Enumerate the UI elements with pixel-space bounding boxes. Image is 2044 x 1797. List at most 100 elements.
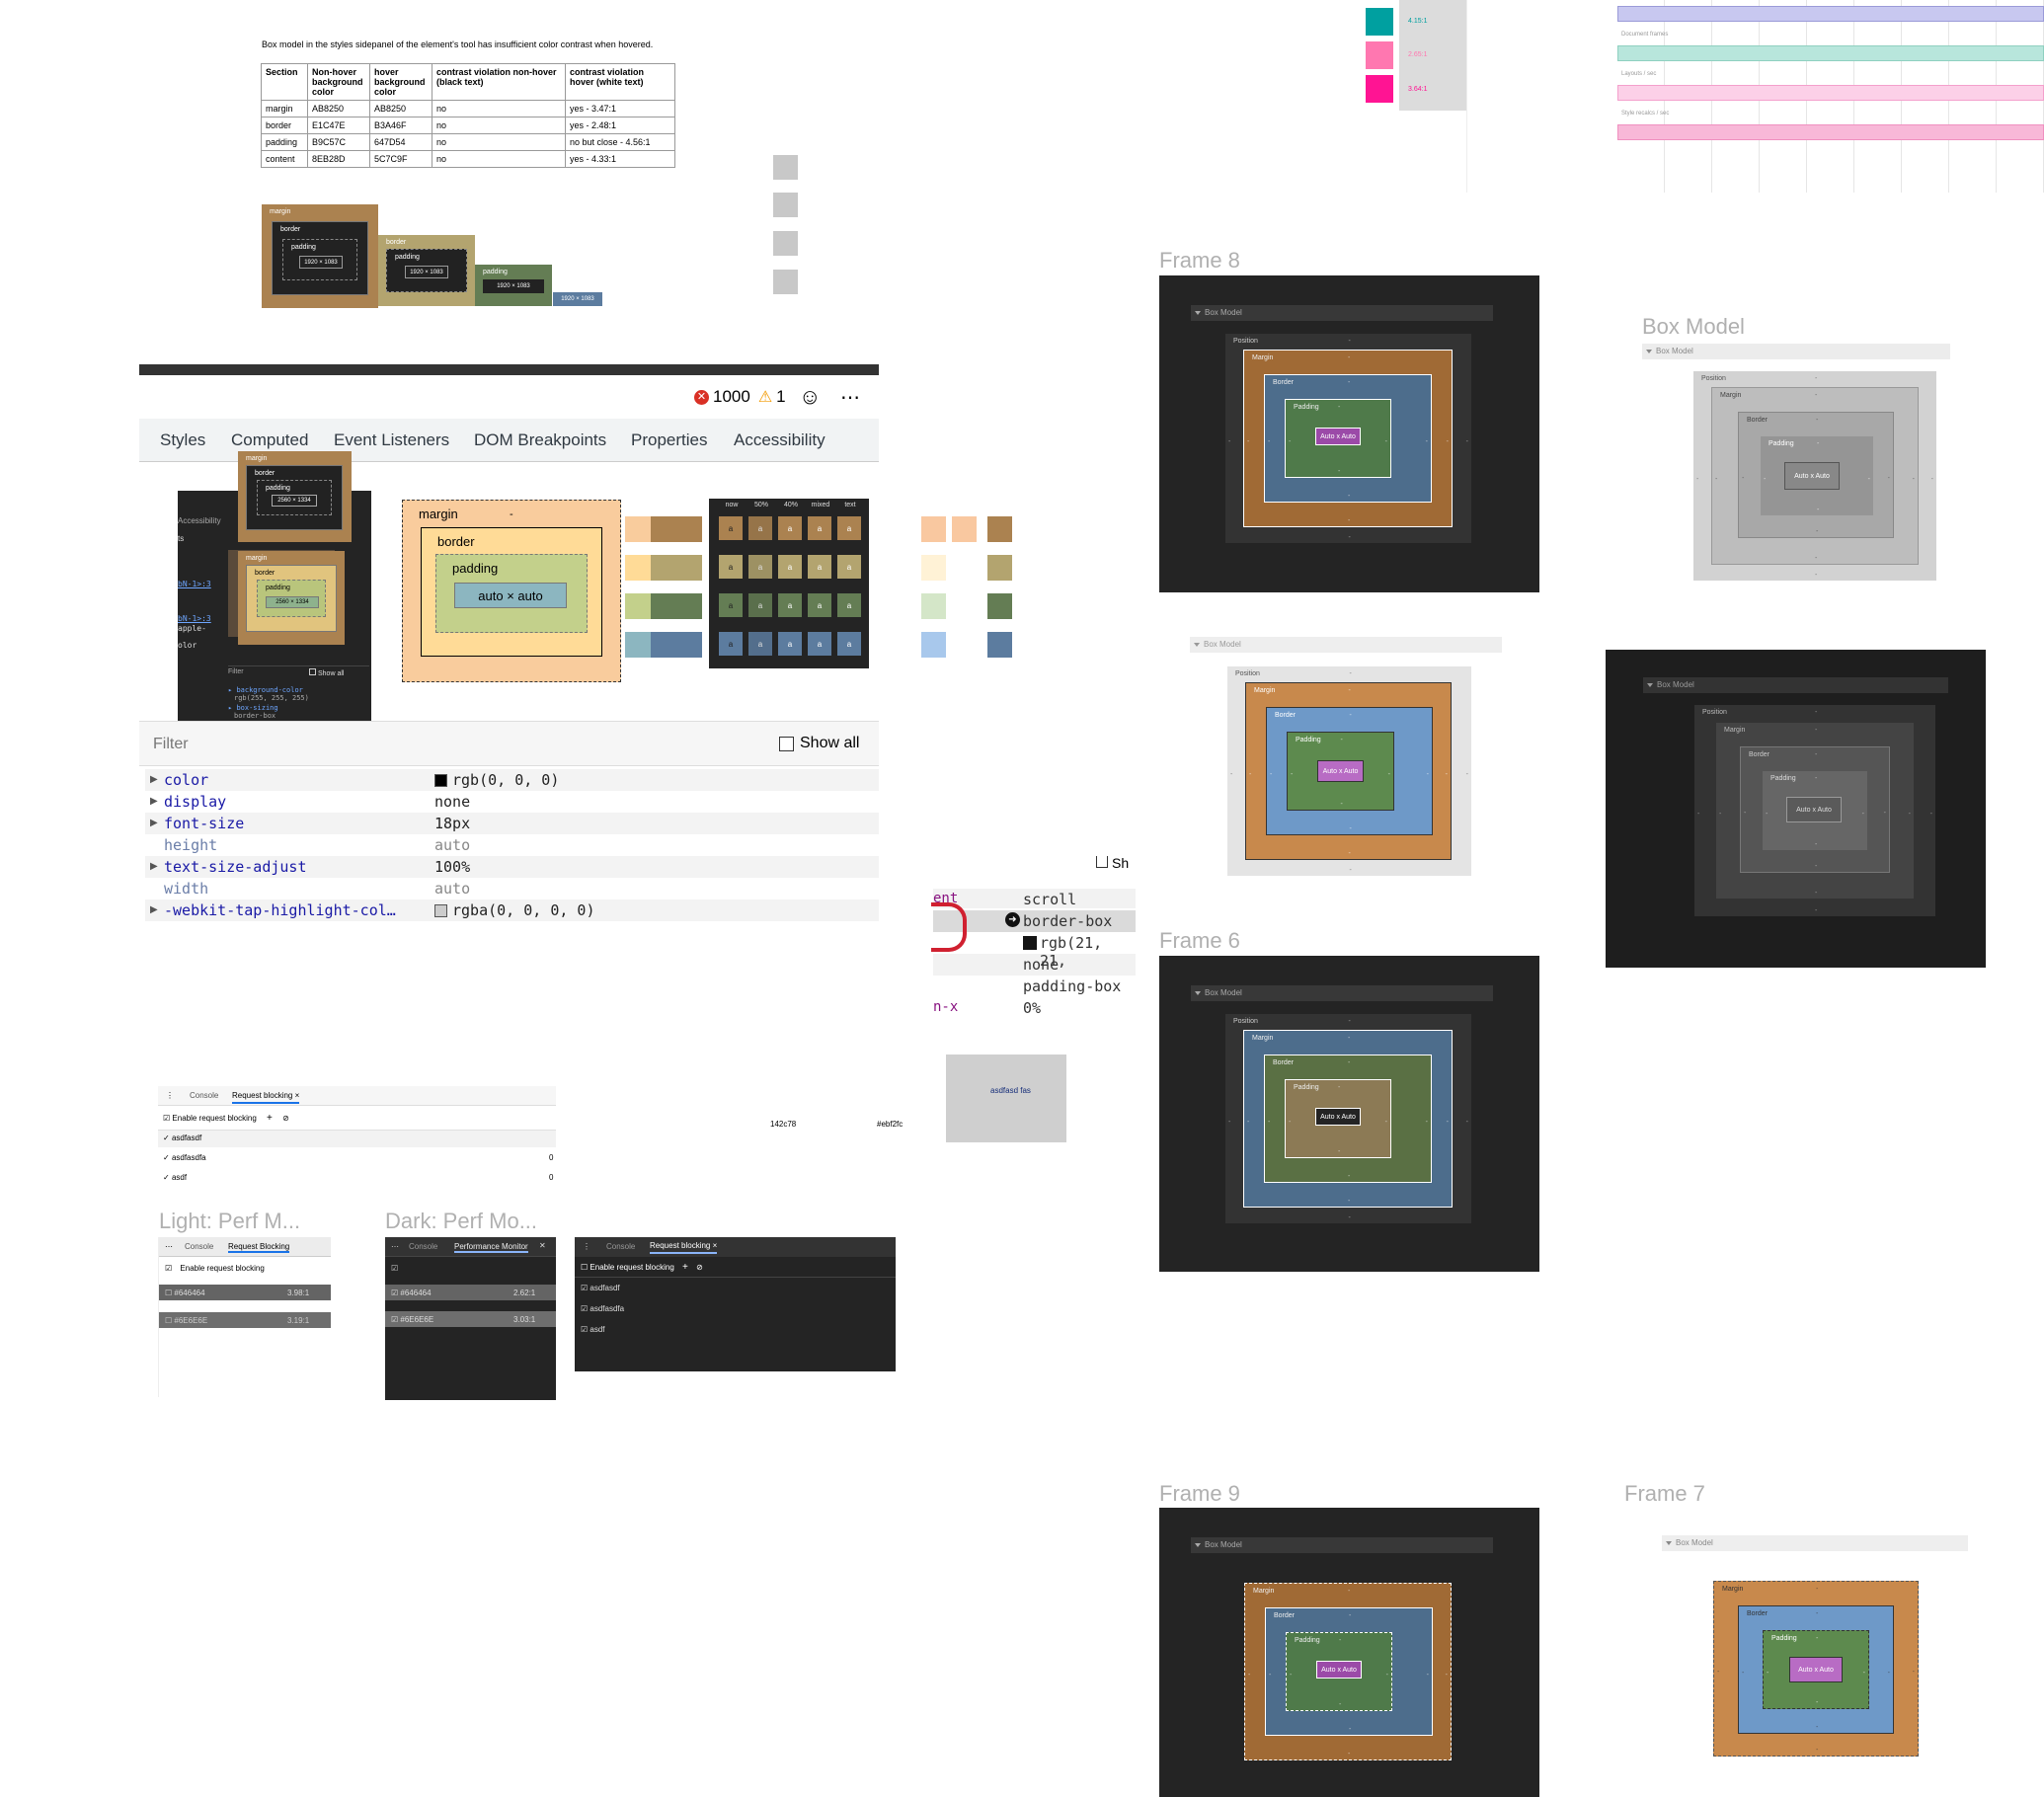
overlay-link[interactable]: bN-1>:3 (178, 580, 211, 588)
dark-request-blocking: ⋮ Console Request blocking × ☐ Enable re… (575, 1237, 896, 1371)
enable-request-blocking[interactable]: ☑ Enable request blocking (165, 1264, 265, 1273)
property-value: auto (434, 836, 471, 854)
box-margin-layer: Margin - - - - Border - - - - Padding - - - - Auto x Au… (1716, 723, 1914, 898)
close-icon[interactable]: × (294, 1091, 300, 1100)
add-icon[interactable]: + (267, 1113, 273, 1124)
box-padding-label: Padding (1294, 1084, 1319, 1091)
computed-property-row[interactable]: height auto (145, 834, 879, 856)
box-model-header[interactable]: Box Model (1191, 305, 1493, 321)
box-border-layer: Border - - - - Padding - - - - Auto x Auto (1264, 374, 1432, 503)
blocked-pattern[interactable]: ☑ asdf (581, 1325, 605, 1334)
show-all-label: Show all (800, 735, 860, 751)
pattern-label: asdfasdf (171, 1133, 202, 1142)
box-model-header[interactable]: Box Model (1643, 677, 1948, 693)
feedback-icon[interactable]: ☺ (799, 384, 822, 409)
close-icon[interactable]: ✕ (539, 1241, 546, 1250)
tab-request-blocking-label: Request blocking (232, 1091, 293, 1100)
clear-icon[interactable]: ⊘ (696, 1263, 703, 1272)
close-icon[interactable]: × (712, 1241, 718, 1250)
drawer-menu-icon[interactable]: ⋯ (391, 1242, 399, 1251)
tab-properties[interactable]: Properties (631, 430, 708, 449)
box-dash: - (1348, 338, 1351, 345)
add-icon[interactable]: + (682, 1262, 688, 1273)
palette-cell: a (778, 632, 802, 656)
tab-event-listeners[interactable]: Event Listeners (334, 430, 450, 449)
clear-icon[interactable]: ⊘ (282, 1114, 289, 1123)
box-dash: - (1384, 1119, 1387, 1126)
color-swatch[interactable] (434, 904, 447, 917)
error-count[interactable]: ✕ 1000 ⚠ 1 (694, 387, 786, 407)
drawer-menu-icon[interactable]: ⋮ (166, 1091, 174, 1100)
box-model-frame: Box Model Position - - - - Margin - - - - Border - - -… (1159, 956, 1539, 1272)
overlay-margin-label-2: margin (246, 555, 268, 562)
tab-console[interactable]: Console (185, 1242, 214, 1251)
tab-accessibility[interactable]: Accessibility (734, 430, 825, 449)
box-dash: - (1908, 811, 1911, 818)
fragment-value: scroll (1023, 891, 1077, 908)
tab-request-blocking[interactable]: Request blocking × (232, 1091, 300, 1104)
tab-console[interactable]: Console (606, 1242, 636, 1251)
enable-request-blocking[interactable]: ☐ Enable request blocking + ⊘ (581, 1262, 703, 1273)
box-model-header[interactable]: Box Model (1642, 344, 1950, 359)
overlay-filter[interactable]: Filter (228, 665, 369, 675)
overlay-link[interactable]: bN-1>:3 (178, 614, 211, 623)
palette-swatch (921, 632, 946, 658)
expand-triangle-icon[interactable]: ▶ (150, 904, 158, 915)
drawer-menu-icon[interactable]: ⋯ (165, 1242, 173, 1251)
computed-property-row[interactable]: width auto (145, 878, 879, 899)
expand-triangle-icon[interactable]: ▶ (150, 796, 158, 807)
box-padding-label: Padding (1771, 1635, 1797, 1642)
box-model-header[interactable]: Box Model (1662, 1535, 1968, 1551)
cell: AB8250 (307, 100, 370, 117)
enable-request-blocking[interactable]: ☑ Enable request blocking + ⊘ (163, 1113, 289, 1124)
teal-swatch (1366, 8, 1393, 36)
tab-request-blocking[interactable]: Request Blocking (228, 1242, 290, 1253)
box-dash: - (510, 508, 513, 520)
box-dash: - (1338, 404, 1341, 411)
pattern-label: asdf (171, 1173, 188, 1182)
overlay-show-all[interactable]: Show all (309, 668, 344, 677)
checkbox-icon[interactable]: ☑ (391, 1264, 399, 1273)
tab-performance-monitor[interactable]: Performance Monitor (454, 1242, 528, 1253)
computed-property-row[interactable]: ▶ display none (145, 791, 879, 813)
box-model-header[interactable]: Box Model (1191, 1537, 1493, 1553)
hex-label: 142c78 (770, 1120, 797, 1129)
arrow-right-icon[interactable]: ➜ (1005, 912, 1020, 927)
cell: AB8250 (369, 100, 432, 117)
tab-request-blocking[interactable]: Request blocking × (650, 1241, 718, 1254)
overlay-frag-ts: ts (178, 534, 185, 543)
box-model-header[interactable]: Box Model (1190, 637, 1502, 653)
box-border-layer: Border - - - - Padding - - - - Auto x Auto (1740, 746, 1890, 873)
blocked-pattern[interactable]: ☑ asdfasdfa (581, 1304, 625, 1313)
box-model-margin[interactable]: margin - border padding auto × auto (402, 500, 621, 682)
blocked-pattern[interactable]: ☑ asdfasdf (581, 1284, 620, 1292)
expand-triangle-icon[interactable]: ▶ (150, 818, 158, 828)
box-dash: - (1425, 1119, 1428, 1126)
enable-label: Enable request blocking (590, 1263, 674, 1272)
tab-console[interactable]: Console (409, 1242, 438, 1251)
show-all-checkbox[interactable]: Show all (779, 735, 859, 752)
color-swatch[interactable] (434, 774, 447, 787)
computed-property-row[interactable]: ▶ text-size-adjust 100% (145, 856, 879, 878)
more-options-icon[interactable]: ⋯ (840, 387, 861, 409)
box-dash: - (1816, 1724, 1819, 1731)
computed-property-row[interactable]: ▶ -webkit-tap-highlight-col… rgba(0, 0, 0,… (145, 899, 879, 921)
tab-computed[interactable]: Computed (231, 430, 309, 449)
overlay-box-hover: margin border padding 2560 × 1334 (238, 451, 352, 542)
computed-property-row[interactable]: ▶ font-size 18px (145, 813, 879, 834)
computed-property-row[interactable]: ▶ color rgb(0, 0, 0) (145, 769, 879, 791)
filter-input[interactable]: Filter (153, 736, 189, 752)
tab-console[interactable]: Console (190, 1091, 219, 1100)
box-padding-layer: Padding - - - - Auto x Auto (1761, 436, 1873, 515)
box-model-header[interactable]: Box Model (1191, 985, 1493, 1001)
expand-triangle-icon[interactable]: ▶ (150, 774, 158, 785)
tab-dom-breakpoints[interactable]: DOM Breakpoints (474, 430, 607, 449)
box-dash: - (1742, 1670, 1745, 1677)
blocked-pattern[interactable]: ✓ asdfasdfa (163, 1153, 206, 1162)
drawer-menu-icon[interactable]: ⋮ (583, 1242, 590, 1251)
blocked-pattern[interactable]: ✓ asdfasdf (163, 1133, 202, 1142)
blocked-pattern[interactable]: ✓ asdf (163, 1173, 188, 1182)
tab-styles[interactable]: Styles (160, 430, 206, 449)
expand-triangle-icon[interactable]: ▶ (150, 861, 158, 872)
box-margin-layer: Margin - - - - Border - - - - Padding - - - - Auto x Au… (1711, 387, 1919, 565)
